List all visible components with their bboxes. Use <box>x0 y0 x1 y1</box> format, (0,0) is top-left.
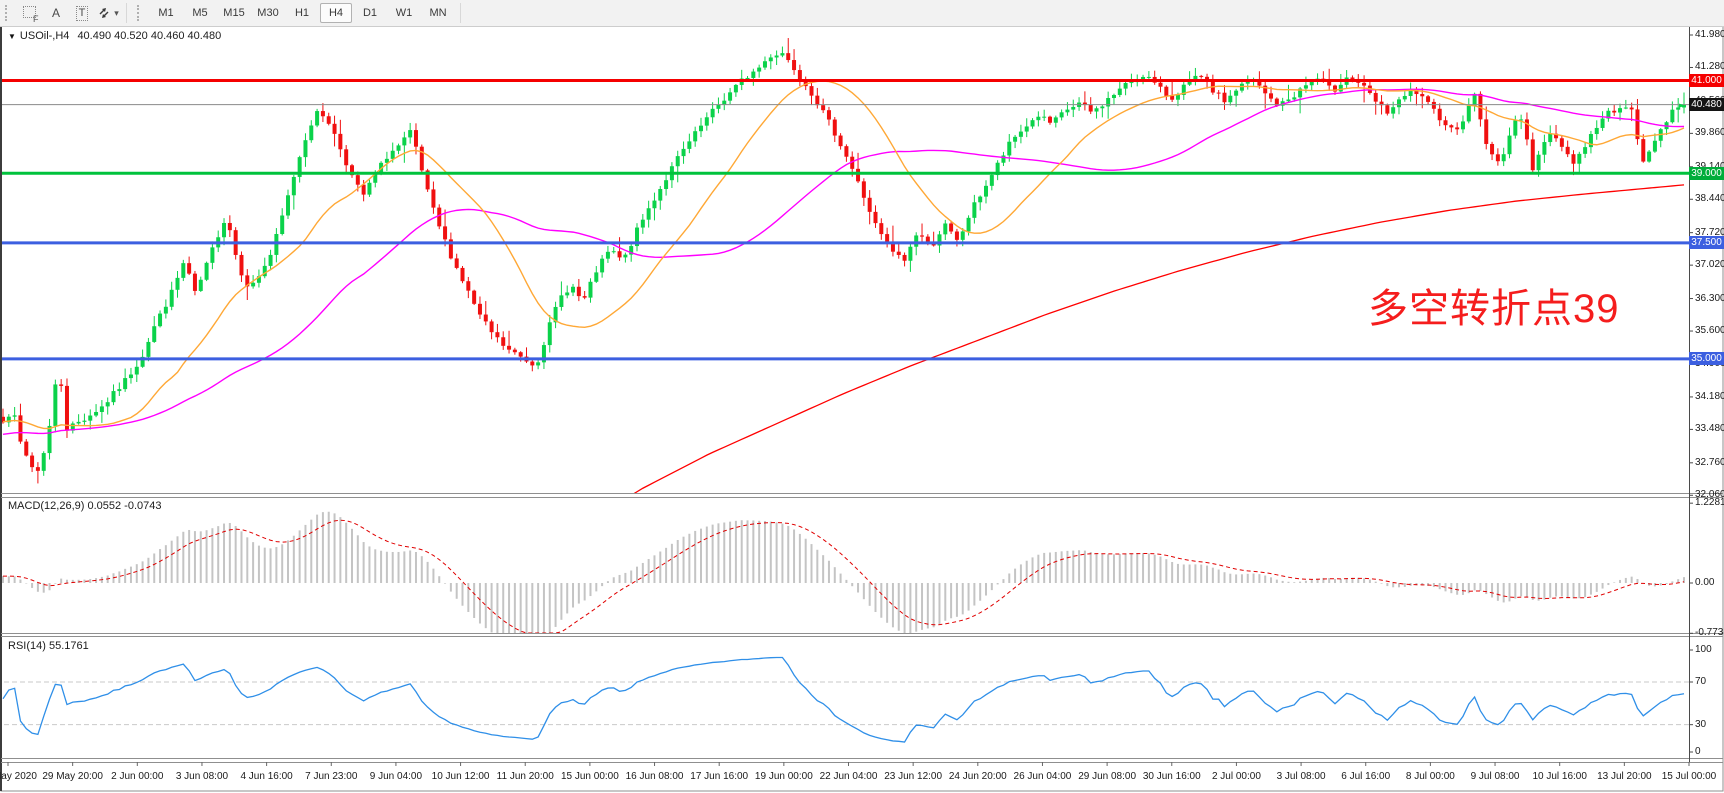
rsi-line <box>2 656 1685 743</box>
time-axis-label: 3 Jul 08:00 <box>1276 771 1326 782</box>
toolbar-separator <box>460 3 461 23</box>
toolbar: F A T ▾ M1 M5 M15 M30 H1 H4 D1 W1 MN <box>0 0 1724 27</box>
timeframe-button-M30[interactable]: M30 <box>257 7 279 19</box>
macd-axis-label: -0.7738 <box>1695 627 1724 639</box>
time-axis-label: 16 Jun 08:00 <box>625 771 684 782</box>
time-axis-label: 24 Jun 20:00 <box>948 771 1007 782</box>
time-axis-label: 28 May 2020 <box>0 771 37 782</box>
price-axis-label: 33.480 <box>1695 423 1724 435</box>
rsi-axis-label: 100 <box>1695 644 1712 655</box>
chart-text-annotation: 多空转折点39 <box>1368 287 1620 331</box>
rsi-axis-label: 0 <box>1695 746 1701 757</box>
time-axis-label: 10 Jul 16:00 <box>1532 771 1587 782</box>
price-axis-label: 36.300 <box>1695 292 1724 304</box>
time-axis-label: 11 Jun 20:00 <box>496 771 554 782</box>
ma-fast-line <box>2 80 1685 430</box>
chevron-down-icon: ▾ <box>114 7 119 18</box>
time-axis-label: 26 Jun 04:00 <box>1013 771 1072 782</box>
time-axis-label: 4 Jun 16:00 <box>240 771 293 782</box>
text-label-tool[interactable]: A <box>51 6 60 20</box>
time-axis-label: 23 Jun 12:00 <box>884 771 943 782</box>
rsi-axis-label: 70 <box>1695 676 1707 687</box>
macd-pane <box>2 511 1685 634</box>
time-axis-label: 10 Jun 12:00 <box>431 771 490 782</box>
time-axis-label: 17 Jun 16:00 <box>690 771 749 782</box>
time-axis-label: 9 Jul 08:00 <box>1470 771 1520 782</box>
text-box-tool[interactable]: T <box>70 2 94 24</box>
macd-axis-label: 0.00 <box>1695 577 1715 588</box>
collapse-triangle-icon[interactable]: ▼ <box>8 32 16 41</box>
price-axis-label: 35.600 <box>1695 325 1724 337</box>
rsi-pane <box>2 656 1689 743</box>
price-axis-label: 41.280 <box>1695 61 1724 73</box>
price-badge-39.000: 39.000 <box>1689 166 1724 180</box>
time-axis-label: 22 Jun 04:00 <box>819 771 878 782</box>
price-axis-label: 37.020 <box>1695 259 1724 271</box>
time-axis-label: 29 Jun 08:00 <box>1078 771 1137 782</box>
price-axis-label: 34.180 <box>1695 390 1724 402</box>
ma-slow-line <box>2 88 1685 436</box>
timeframe-button-M1[interactable]: M1 <box>158 7 174 19</box>
time-axis-label: 19 Jun 00:00 <box>754 771 813 782</box>
toolbar-grip[interactable] <box>137 5 142 21</box>
timeframe-button-H1[interactable]: H1 <box>294 7 310 19</box>
price-badge-41.000: 41.000 <box>1689 73 1724 87</box>
time-axis-label: 3 Jun 08:00 <box>175 771 229 782</box>
time-axis-label: 15 Jun 00:00 <box>560 771 619 782</box>
time-axis-label: 7 Jun 23:00 <box>305 771 358 782</box>
price-axis-label: 41.980 <box>1695 29 1724 40</box>
timeframe-button-D1[interactable]: D1 <box>362 7 378 19</box>
price-axis-label: 32.060 <box>1695 489 1724 501</box>
timeframe-button-W1[interactable]: W1 <box>395 7 413 19</box>
macd-axis-label: 1.2281 <box>1695 497 1724 509</box>
time-axis-label: 30 Jun 16:00 <box>1142 771 1201 782</box>
chart-title: ▼ USOil-,H4 40.490 40.520 40.460 40.480 <box>8 30 221 42</box>
price-axis-label: 37.720 <box>1695 226 1724 238</box>
toolbar-separator <box>126 3 127 23</box>
time-axis-label: 2 Jul 00:00 <box>1211 771 1261 782</box>
symbol-period-label: USOil-,H4 <box>19 30 70 42</box>
price-badge-40.480: 40.480 <box>1689 98 1724 112</box>
timeframe-buttons: M1 M5 M15 M30 H1 H4 D1 W1 MN <box>149 3 455 23</box>
text-box-icon: T <box>75 5 89 21</box>
toolbar-grip[interactable] <box>5 5 10 21</box>
price-axis-label: 38.440 <box>1695 193 1724 205</box>
chart-shift-label: F <box>33 13 39 24</box>
chart-frame <box>0 25 1724 792</box>
time-axis-label: 13 Jul 20:00 <box>1597 771 1652 782</box>
price-badge-35.000: 35.000 <box>1689 352 1724 366</box>
timeframe-button-H4[interactable]: H4 <box>320 3 352 23</box>
rsi-axis-label: 30 <box>1695 718 1707 730</box>
time-axis-label: 9 Jun 04:00 <box>369 771 423 782</box>
dotted-box-icon: F <box>22 5 39 24</box>
last-price-marker <box>1679 103 1686 108</box>
price-axis-label: 39.140 <box>1695 161 1724 172</box>
time-axis-label: 15 Jul 00:00 <box>1661 771 1717 782</box>
price-axis-label: 39.860 <box>1695 127 1724 139</box>
timeframe-button-M15[interactable]: M15 <box>223 7 245 19</box>
ohlc-values: 40.490 40.520 40.460 40.480 <box>77 30 222 42</box>
time-axis-label: 2 Jun 00:00 <box>111 771 164 782</box>
time-axis-label: 29 May 20:00 <box>42 771 103 782</box>
time-axis-label: 8 Jul 00:00 <box>1405 771 1455 782</box>
timeframe-button-M5[interactable]: M5 <box>192 7 208 19</box>
macd-indicator-label: MACD(12,26,9) 0.0552 -0.0743 <box>8 500 162 512</box>
time-axis-label: 6 Jul 16:00 <box>1341 771 1391 782</box>
arrows-tool[interactable]: ▾ <box>96 2 120 24</box>
macd-signal-line <box>2 519 1685 634</box>
chart-shift-tool-icon[interactable]: F <box>18 2 42 24</box>
rsi-indicator-label: RSI(14) 55.1761 <box>8 640 89 652</box>
timeframe-button-MN[interactable]: MN <box>429 7 447 19</box>
price-badge-37.500: 37.500 <box>1689 236 1724 250</box>
ma-long-line <box>633 184 1685 493</box>
price-axis-label: 32.760 <box>1695 456 1724 468</box>
arrows-icon <box>99 8 109 18</box>
